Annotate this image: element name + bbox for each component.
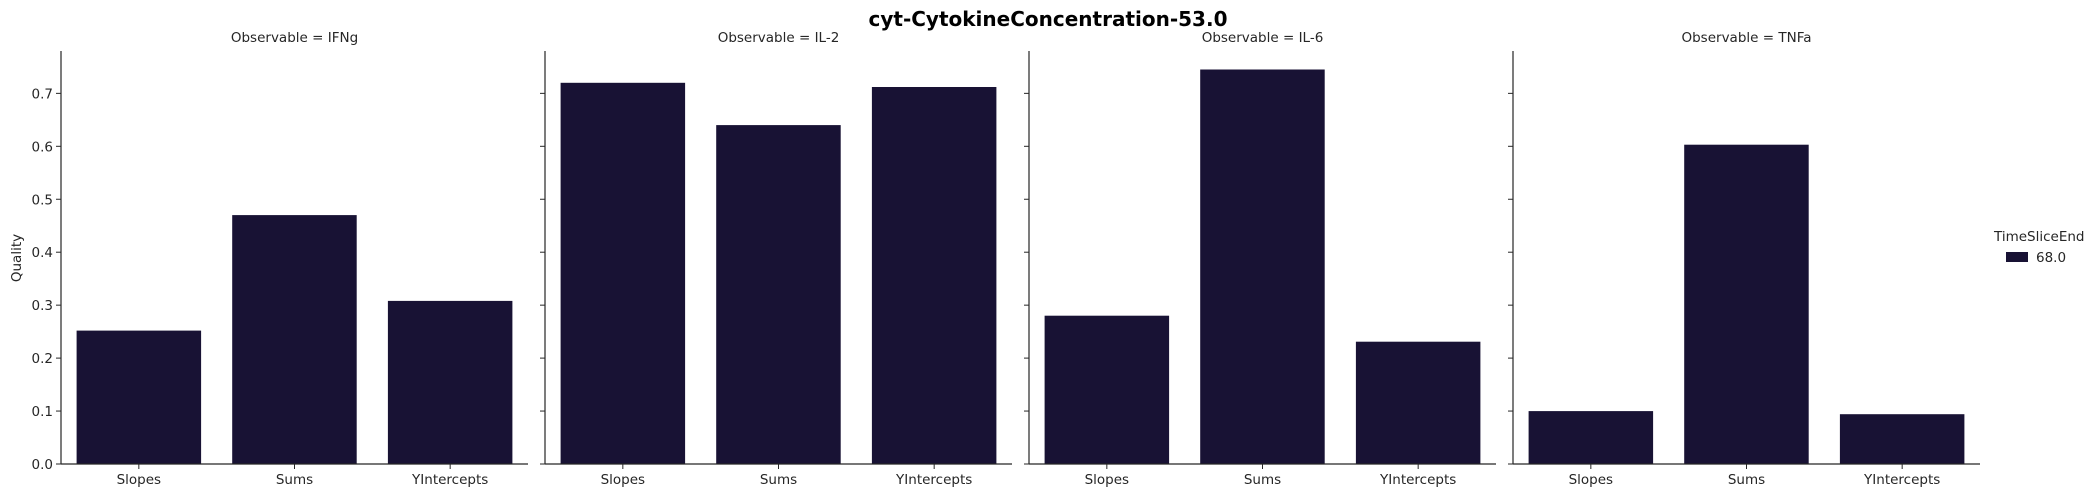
bar-sums xyxy=(716,125,841,464)
facet-panels: Observable = IFNg 0.0 0.1 0.2 0.3 0.4 0.5 0.6 0.… xyxy=(32,30,1980,488)
bar-slopes xyxy=(1528,411,1654,464)
legend-entry-label: 68.0 xyxy=(2036,250,2066,266)
facet-title: Observable = TNFa xyxy=(1681,30,1811,46)
x-tick-label: Slopes xyxy=(1085,472,1130,488)
facet-panel: Observable = IL-2 Slopes Sums YIntercepts xyxy=(540,30,1012,488)
bar-slopes xyxy=(560,82,686,465)
bar-yintercepts xyxy=(387,300,513,464)
bar-yintercepts xyxy=(871,87,997,464)
y-tick-label: 0.6 xyxy=(32,139,53,155)
bar-yintercepts xyxy=(1839,414,1965,464)
y-tick-label: 0.5 xyxy=(32,192,53,208)
x-tick-label: Slopes xyxy=(601,472,646,488)
x-tick-label: YIntercepts xyxy=(895,472,972,488)
legend-title: TimeSliceEnd xyxy=(1993,229,2085,245)
facet-panel: Observable = IFNg 0.0 0.1 0.2 0.3 0.4 0.5 0.6 0.… xyxy=(32,30,528,488)
x-tick-label: Sums xyxy=(276,472,313,488)
x-tick-label: Sums xyxy=(760,472,797,488)
y-tick-label: 0.4 xyxy=(32,245,53,261)
x-tick-label: YIntercepts xyxy=(1379,472,1456,488)
x-tick-label: Slopes xyxy=(1569,472,1614,488)
facet-panel: Observable = TNFa Slopes Sums YIntercepts xyxy=(1508,30,1980,488)
x-tick-label: YIntercepts xyxy=(1863,472,1940,488)
bar-sums xyxy=(232,215,357,464)
x-tick-label: Slopes xyxy=(117,472,162,488)
bar-sums xyxy=(1684,144,1809,464)
legend: TimeSliceEnd 68.0 xyxy=(1993,229,2085,266)
y-axis-label: Quality xyxy=(9,234,25,282)
legend-swatch xyxy=(2006,252,2028,262)
chart-title: cyt-CytokineConcentration-53.0 xyxy=(868,7,1227,31)
x-tick-label: YIntercepts xyxy=(411,472,488,488)
y-tick-label: 0.2 xyxy=(32,351,53,367)
bar-slopes xyxy=(1044,315,1170,464)
y-tick-label: 0.3 xyxy=(32,298,53,314)
facet-title: Observable = IFNg xyxy=(231,30,358,46)
bar-sums xyxy=(1200,69,1325,464)
facet-panel: Observable = IL-6 Slopes Sums YIntercepts xyxy=(1024,30,1496,488)
bar-slopes xyxy=(76,330,202,464)
y-tick-label: 0.7 xyxy=(32,86,53,102)
bar-yintercepts xyxy=(1355,341,1481,464)
y-tick-label: 0.0 xyxy=(32,457,53,473)
x-tick-label: Sums xyxy=(1728,472,1765,488)
y-tick-label: 0.1 xyxy=(32,404,53,420)
facet-title: Observable = IL-6 xyxy=(1202,30,1324,46)
x-tick-label: Sums xyxy=(1244,472,1281,488)
facet-title: Observable = IL-2 xyxy=(718,30,840,46)
